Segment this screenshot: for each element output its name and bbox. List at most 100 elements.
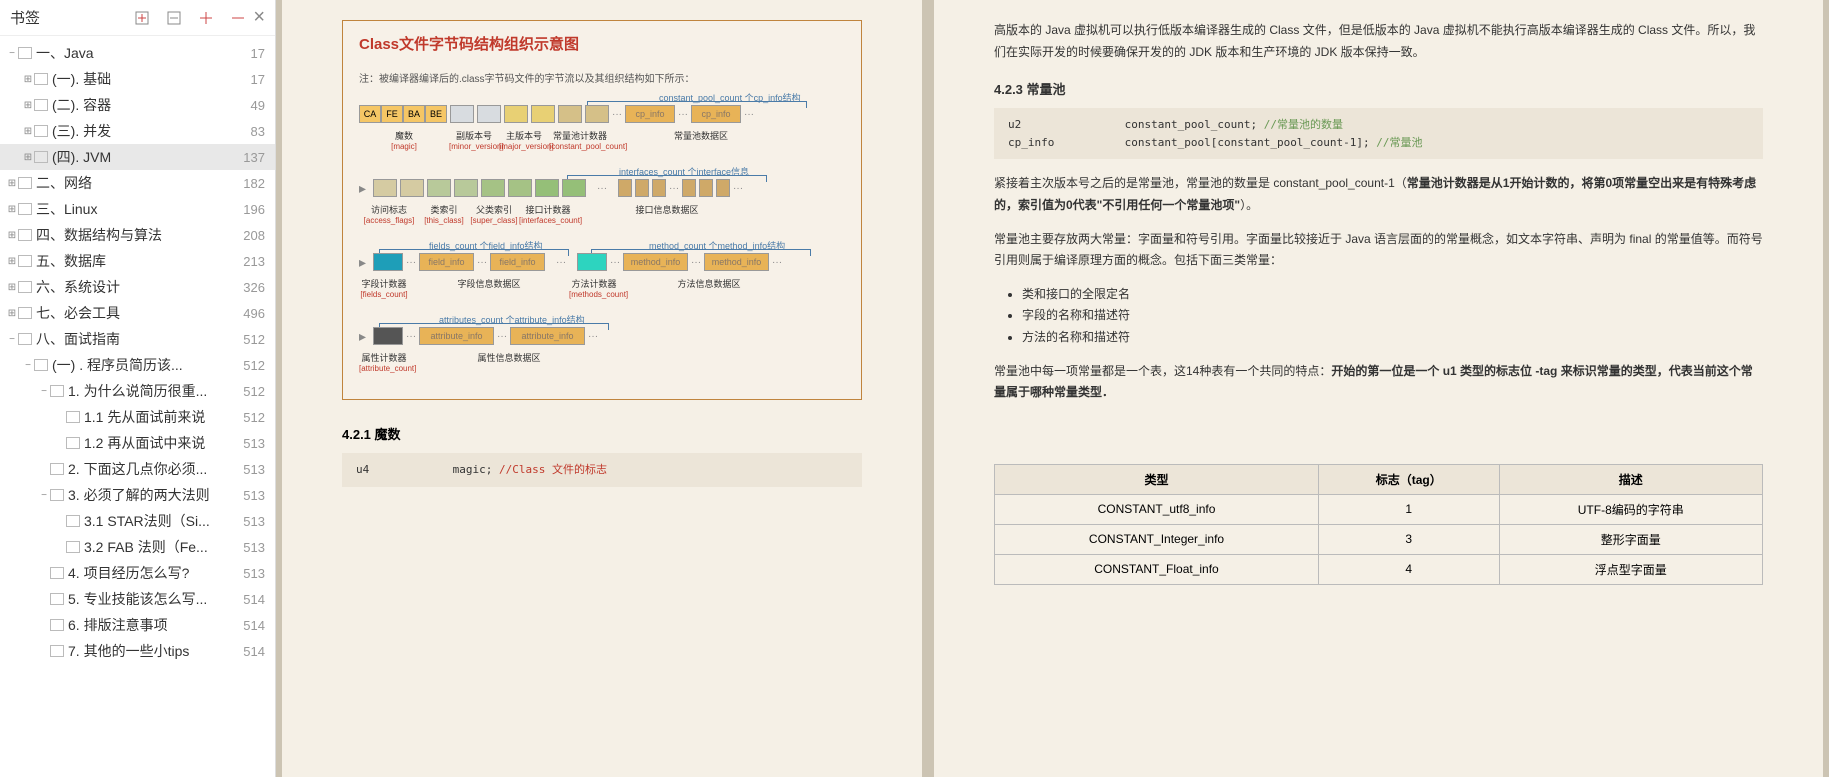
bookmark-tree[interactable]: −一、Java17⊞(一). 基础17⊞(二). 容器49⊞(三). 并发83⊞… (0, 36, 275, 777)
checkbox-icon[interactable] (66, 515, 80, 527)
checkbox-icon[interactable] (50, 567, 64, 579)
expand-icon[interactable]: − (38, 490, 50, 501)
page-right: 高版本的 Java 虚拟机可以执行低版本编译器生成的 Class 文件，但是低版… (934, 0, 1823, 777)
checkbox-icon[interactable] (18, 203, 32, 215)
tree-item[interactable]: 3.2 FAB 法则（Fe...513 (0, 534, 275, 560)
expand-icon[interactable]: ⊞ (6, 204, 18, 215)
expand-icon[interactable]: ⊞ (6, 282, 18, 293)
expand-icon[interactable]: ⊞ (6, 230, 18, 241)
add-bookmark-icon[interactable] (197, 9, 215, 27)
constant-table: 类型标志（tag）描述 CONSTANT_utf8_info1UTF-8编码的字… (994, 464, 1763, 585)
tree-item[interactable]: 4. 项目经历怎么写?513 (0, 560, 275, 586)
tree-item-count: 512 (243, 332, 265, 347)
tree-item[interactable]: ⊞(三). 并发83 (0, 118, 275, 144)
page-left: Class文件字节码结构组织示意图 注：被编译器编译后的.class字节码文件的… (282, 0, 922, 777)
expand-icon[interactable]: − (6, 48, 18, 59)
tree-item[interactable]: 7. 其他的一些小tips514 (0, 638, 275, 664)
checkbox-icon[interactable] (18, 47, 32, 59)
remove-bookmark-icon[interactable] (229, 9, 247, 27)
expand-icon[interactable]: − (6, 334, 18, 345)
checkbox-icon[interactable] (18, 229, 32, 241)
tree-item-label: 6. 排版注意事项 (68, 615, 243, 635)
tree-item-count: 512 (243, 358, 265, 373)
tree-item-label: (一) . 程序员简历该... (52, 355, 243, 375)
tree-item[interactable]: − 八、面试指南512 (0, 326, 275, 352)
expand-icon[interactable]: ⊞ (22, 126, 34, 137)
app-root: 书签 × −一、Java17⊞(一). 基础17⊞(二). 容器49⊞(三). … (0, 0, 1829, 777)
tree-item[interactable]: 5. 专业技能该怎么写...514 (0, 586, 275, 612)
checkbox-icon[interactable] (34, 73, 48, 85)
expand-icon[interactable]: ⊞ (22, 100, 34, 111)
list-item: 类和接口的全限定名 (1022, 284, 1763, 306)
expand-icon[interactable]: ⊞ (22, 74, 34, 85)
expand-icon[interactable]: ⊞ (6, 308, 18, 319)
tree-item-label: 三、Linux (36, 199, 243, 219)
tree-item-label: 5. 专业技能该怎么写... (68, 589, 243, 609)
tree-item[interactable]: ⊞四、数据结构与算法208 (0, 222, 275, 248)
tree-item[interactable]: ⊞(二). 容器49 (0, 92, 275, 118)
checkbox-icon[interactable] (50, 489, 64, 501)
list-item: 字段的名称和描述符 (1022, 305, 1763, 327)
tree-item[interactable]: −1. 为什么说简历很重...512 (0, 378, 275, 404)
tree-item[interactable]: ⊞(四). JVM137 (0, 144, 275, 170)
checkbox-icon[interactable] (50, 645, 64, 657)
tree-item-count: 196 (243, 202, 265, 217)
checkbox-icon[interactable] (34, 151, 48, 163)
tree-item[interactable]: 3.1 STAR法则（Si...513 (0, 508, 275, 534)
para-tag: 常量池中每一项常量都是一个表，这14种表有一个共同的特点：开始的第一位是一个 u… (994, 361, 1763, 404)
tree-item[interactable]: ⊞六、系统设计326 (0, 274, 275, 300)
collapse-all-icon[interactable] (165, 9, 183, 27)
tree-item-label: 4. 项目经历怎么写? (68, 563, 243, 583)
checkbox-icon[interactable] (18, 177, 32, 189)
content-area: Class文件字节码结构组织示意图 注：被编译器编译后的.class字节码文件的… (276, 0, 1829, 777)
checkbox-icon[interactable] (50, 385, 64, 397)
tree-item[interactable]: 1.1 先从面试前来说512 (0, 404, 275, 430)
checkbox-icon[interactable] (50, 593, 64, 605)
checkbox-icon[interactable] (34, 99, 48, 111)
checkbox-icon[interactable] (34, 359, 48, 371)
close-icon[interactable]: × (253, 6, 265, 29)
checkbox-icon[interactable] (18, 333, 32, 345)
checkbox-icon[interactable] (50, 619, 64, 631)
tree-item[interactable]: ⊞ 七、必会工具496 (0, 300, 275, 326)
expand-icon[interactable]: ⊞ (6, 178, 18, 189)
checkbox-icon[interactable] (34, 125, 48, 137)
checkbox-icon[interactable] (18, 307, 32, 319)
tree-item-count: 513 (243, 462, 265, 477)
tree-item-count: 496 (243, 306, 265, 321)
class-file-diagram: Class文件字节码结构组织示意图 注：被编译器编译后的.class字节码文件的… (342, 20, 862, 400)
tree-item[interactable]: ⊞(一). 基础17 (0, 66, 275, 92)
expand-icon[interactable]: − (22, 360, 34, 371)
tree-item[interactable]: ⊞二、网络182 (0, 170, 275, 196)
checkbox-icon[interactable] (18, 281, 32, 293)
tree-item-count: 513 (243, 540, 265, 555)
list-item: 方法的名称和描述符 (1022, 327, 1763, 349)
tree-item[interactable]: ⊞五、数据库213 (0, 248, 275, 274)
tree-item[interactable]: ⊞ 三、Linux196 (0, 196, 275, 222)
expand-all-icon[interactable] (133, 9, 151, 27)
tree-item[interactable]: −3. 必须了解的两大法则513 (0, 482, 275, 508)
tree-item-label: 1.2 再从面试中来说 (84, 433, 243, 453)
tree-item-label: 八、面试指南 (36, 329, 243, 349)
tree-item-label: 7. 其他的一些小tips (68, 641, 243, 661)
checkbox-icon[interactable] (66, 541, 80, 553)
expand-icon[interactable]: ⊞ (6, 256, 18, 267)
checkbox-icon[interactable] (66, 411, 80, 423)
expand-icon[interactable]: ⊞ (22, 152, 34, 163)
checkbox-icon[interactable] (50, 463, 64, 475)
code-block-421: u4 magic; //Class 文件的标志 (342, 453, 862, 487)
tree-item-count: 514 (243, 592, 265, 607)
tree-item[interactable]: 2. 下面这几点你必须...513 (0, 456, 275, 482)
tree-item[interactable]: −一、Java17 (0, 40, 275, 66)
tree-item-count: 326 (243, 280, 265, 295)
checkbox-icon[interactable] (66, 437, 80, 449)
tree-item[interactable]: 6. 排版注意事项514 (0, 612, 275, 638)
table-row: CONSTANT_Float_info4浮点型字面量 (995, 554, 1763, 584)
expand-icon[interactable]: − (38, 386, 50, 397)
tree-item[interactable]: 1.2 再从面试中来说513 (0, 430, 275, 456)
tree-item-label: 一、Java (36, 43, 251, 63)
checkbox-icon[interactable] (18, 255, 32, 267)
tree-item[interactable]: − (一) . 程序员简历该...512 (0, 352, 275, 378)
table-header-row: 类型标志（tag）描述 (995, 464, 1763, 494)
tree-item-label: 七、必会工具 (36, 303, 243, 323)
